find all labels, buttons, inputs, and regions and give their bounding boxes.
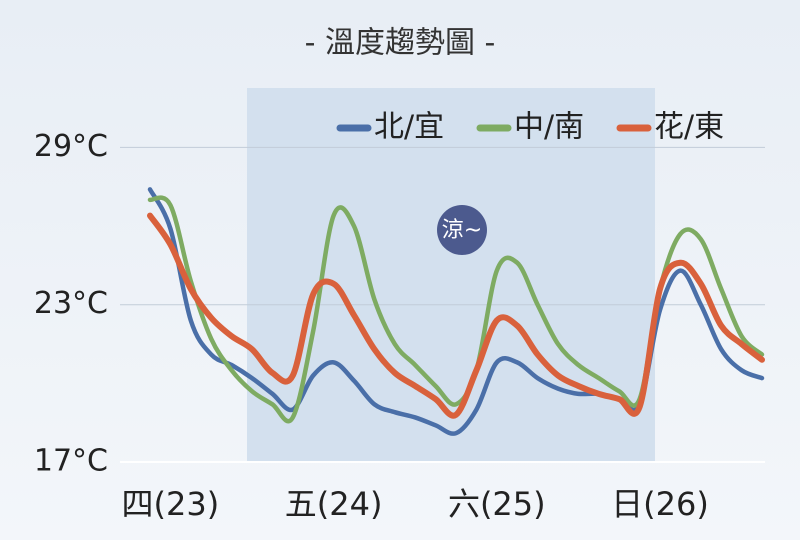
legend-label: 花/東 [654,110,724,145]
x-tick-label: 日(26) [611,485,709,523]
y-tick-label: 29°C [34,129,108,164]
annotation-text: 涼~ [442,218,482,243]
legend-label: 北/宜 [374,110,444,145]
y-tick-label: 17°C [34,444,108,479]
series-line [147,212,765,419]
lines [147,187,765,436]
chart-title: - 溫度趨勢圖 - [305,26,496,61]
series-line [147,187,765,436]
annotation-badge [437,205,487,255]
x-tick-label: 五(24) [285,485,383,523]
cool-period-shade [247,88,655,462]
legend-label: 中/南 [514,110,584,145]
legend: 北/宜 中/南 花/東 [336,110,724,145]
y-tick-label: 23°C [34,286,108,321]
annotation: 涼~ [437,205,487,255]
x-tick-label: 六(25) [448,485,546,523]
x-tick-label: 四(23) [122,485,220,523]
